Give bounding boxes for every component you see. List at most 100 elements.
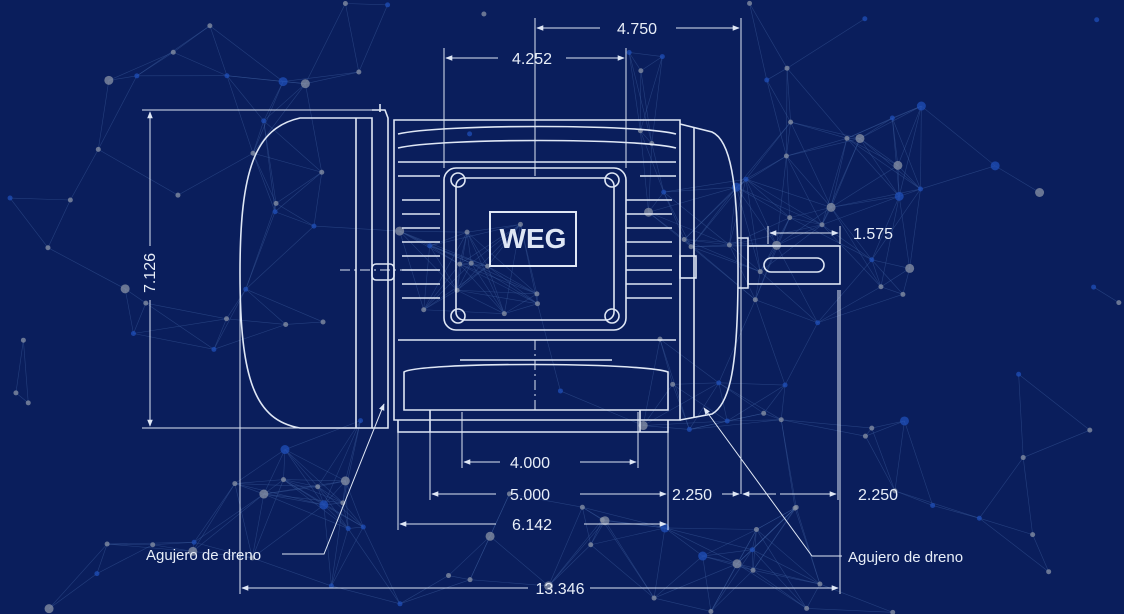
network-link <box>145 302 227 320</box>
network-link <box>736 121 791 188</box>
network-node <box>104 75 114 85</box>
network-link <box>766 67 788 81</box>
network-node <box>104 541 110 547</box>
network-node <box>990 161 1000 171</box>
network-link <box>252 494 265 558</box>
network-node <box>638 421 648 431</box>
network-link <box>648 186 737 213</box>
network-link <box>48 543 108 609</box>
network-node <box>743 176 749 182</box>
network-link <box>548 544 591 587</box>
network-link <box>152 544 193 552</box>
network-link <box>859 138 921 190</box>
network-link <box>193 483 236 543</box>
network-link <box>745 179 761 272</box>
network-link <box>745 178 823 225</box>
network-link <box>252 153 277 204</box>
network-link <box>145 302 215 350</box>
network-link <box>9 197 49 248</box>
network-link <box>548 520 606 587</box>
network-link <box>245 288 286 325</box>
network-link <box>177 152 254 196</box>
network-link <box>871 427 896 491</box>
network-link <box>659 338 719 384</box>
network-link <box>590 544 655 599</box>
network-link <box>786 155 823 225</box>
network-link <box>487 224 521 267</box>
network-node <box>1030 532 1036 538</box>
network-node <box>446 573 452 579</box>
network-node <box>688 244 694 250</box>
network-node <box>778 417 784 423</box>
network-node <box>681 237 687 243</box>
dim-frame-length: 4.750 <box>617 21 657 38</box>
dim-shaft-extension: 2.250 <box>858 487 898 504</box>
network-link <box>590 527 665 546</box>
network-link <box>108 75 137 81</box>
network-node <box>485 263 491 269</box>
network-link <box>920 106 922 190</box>
network-link <box>313 172 323 227</box>
network-link <box>459 263 538 304</box>
network-link <box>263 480 346 495</box>
network-link <box>96 544 153 574</box>
network-link <box>727 419 782 422</box>
network-link <box>234 479 284 484</box>
network-node <box>644 207 654 217</box>
network-link <box>763 384 786 414</box>
network-link <box>466 232 472 264</box>
network-link <box>752 507 797 550</box>
network-node <box>211 346 217 352</box>
network-node <box>45 245 51 251</box>
network-node <box>651 595 657 601</box>
network-link <box>471 263 505 314</box>
network-link <box>331 585 401 605</box>
network-link <box>252 557 332 587</box>
network-link <box>640 56 663 71</box>
network-link <box>628 52 641 131</box>
network-link <box>509 493 583 508</box>
network-node <box>315 484 321 490</box>
network-link <box>399 579 471 605</box>
network-link <box>672 384 728 422</box>
network-link <box>96 543 108 574</box>
network-link <box>342 502 364 528</box>
network-link <box>399 230 468 233</box>
network-node <box>761 410 767 416</box>
network-link <box>752 549 807 609</box>
network-node <box>517 221 523 227</box>
network-link <box>786 122 791 157</box>
network-node <box>7 195 13 201</box>
network-link <box>601 519 655 599</box>
network-link <box>979 457 1024 519</box>
network-link <box>252 81 284 154</box>
network-node <box>686 426 692 432</box>
network-link <box>323 420 361 506</box>
network-link <box>786 156 791 218</box>
network-link <box>640 130 652 144</box>
network-link <box>459 263 505 314</box>
network-link <box>582 506 665 529</box>
network-link <box>897 165 900 197</box>
network-link <box>274 211 315 227</box>
network-link <box>471 224 521 264</box>
network-node <box>319 500 329 510</box>
network-link <box>323 480 346 506</box>
network-link <box>776 156 787 246</box>
network-link <box>283 449 286 480</box>
network-node <box>481 11 487 17</box>
network-node <box>782 382 788 388</box>
network-link <box>880 286 904 295</box>
network-link <box>456 232 468 291</box>
network-link <box>745 155 787 180</box>
network-node <box>535 301 541 307</box>
network-node <box>319 169 325 175</box>
network-node <box>328 583 334 589</box>
network-node <box>708 608 714 614</box>
network-node <box>890 609 896 614</box>
network-link <box>786 138 861 157</box>
network-node <box>280 477 286 483</box>
network-link <box>98 75 138 150</box>
network-node <box>869 257 875 263</box>
network-node <box>752 297 758 303</box>
